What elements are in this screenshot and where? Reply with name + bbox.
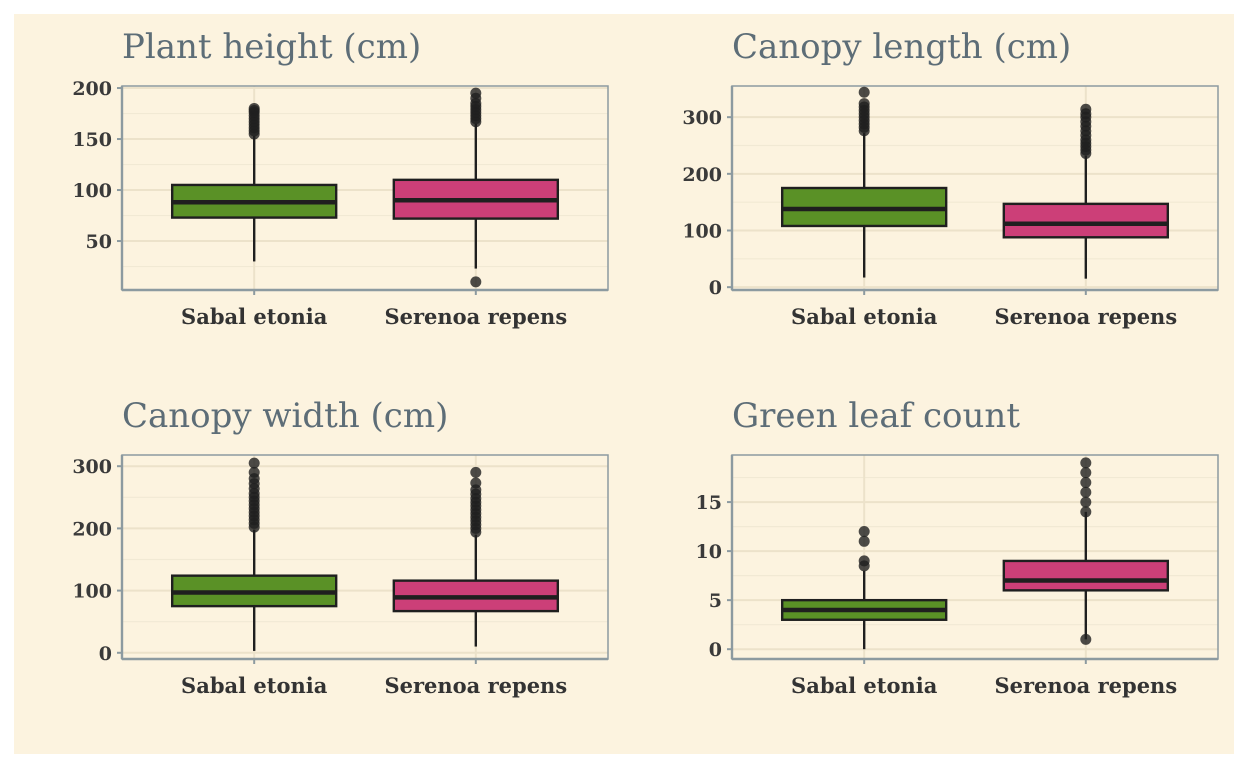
- outlier-point: [1080, 486, 1092, 498]
- y-tick-label: 50: [86, 231, 112, 253]
- panel-title: Canopy width (cm): [122, 396, 448, 436]
- figure: Plant height (cm) 50 100 150 200 Sabal etonia…: [14, 14, 1234, 754]
- panel-2: Canopy length (cm) 0 100 200 300 Sabal etonia…: [682, 27, 1219, 329]
- panel-title: Canopy length (cm): [732, 27, 1071, 67]
- box-serenoa-repens: [392, 87, 560, 288]
- box-sabal-etonia: [170, 457, 338, 651]
- y-tick-label: 100: [72, 180, 112, 202]
- box-serenoa-repens: [392, 466, 560, 647]
- x-category-label: Sabal etonia: [181, 304, 328, 329]
- x-category-label: Serenoa repens: [994, 673, 1177, 698]
- outlier-point: [248, 457, 260, 469]
- y-tick-label: 200: [72, 518, 112, 540]
- outlier-point: [1080, 467, 1092, 479]
- x-category-label: Sabal etonia: [791, 673, 938, 698]
- iqr-box: [1002, 202, 1170, 239]
- y-tick-label: 300: [682, 107, 722, 129]
- y-tick-label: 300: [72, 456, 112, 478]
- box-sabal-etonia: [170, 102, 338, 262]
- outlier-point: [1080, 633, 1092, 645]
- x-category-label: Serenoa repens: [384, 304, 567, 329]
- outlier-point: [1080, 457, 1092, 469]
- box-serenoa-repens: [1002, 103, 1170, 279]
- outlier-point: [470, 466, 482, 478]
- outlier-point: [858, 98, 870, 110]
- box-serenoa-repens: [1002, 457, 1170, 645]
- y-tick-label: 10: [696, 541, 722, 563]
- outlier-point: [1080, 103, 1092, 115]
- outlier-point: [858, 555, 870, 567]
- y-tick-label: 100: [682, 221, 722, 243]
- y-tick-label: 5: [709, 590, 722, 612]
- outlier-point: [858, 86, 870, 98]
- panel-title: Plant height (cm): [122, 27, 421, 67]
- outlier-point: [248, 102, 260, 114]
- y-tick-label: 0: [709, 277, 722, 299]
- outlier-point: [1080, 506, 1092, 518]
- panel-title: Green leaf count: [732, 396, 1020, 436]
- x-category-label: Sabal etonia: [181, 673, 328, 698]
- outlier-point: [858, 535, 870, 547]
- outlier-point: [858, 526, 870, 537]
- outlier-point: [1080, 496, 1092, 508]
- outlier-point: [1080, 476, 1092, 488]
- y-tick-label: 150: [72, 129, 112, 151]
- y-tick-label: 100: [72, 581, 112, 603]
- y-tick-label: 200: [682, 164, 722, 186]
- y-tick-label: 200: [72, 78, 112, 100]
- x-category-label: Sabal etonia: [791, 304, 938, 329]
- panel-4: Green leaf count 0 5 10 15 Sabal etonia Sereno…: [696, 396, 1219, 698]
- x-category-label: Serenoa repens: [994, 304, 1177, 329]
- box-sabal-etonia: [780, 526, 948, 650]
- iqr-box: [1002, 559, 1170, 592]
- panel-border: [731, 454, 1219, 660]
- outlier-point: [248, 466, 260, 478]
- panel-3: Canopy width (cm) 0 100 200 300 Sabal etonia S…: [72, 396, 609, 698]
- box-sabal-etonia: [780, 86, 948, 278]
- x-category-label: Serenoa repens: [384, 673, 567, 698]
- y-tick-label: 0: [99, 643, 112, 665]
- y-tick-label: 15: [696, 492, 722, 514]
- panel-1: Plant height (cm) 50 100 150 200 Sabal etonia…: [72, 27, 609, 329]
- outlier-point: [470, 477, 482, 489]
- outlier-point: [470, 87, 482, 99]
- panel-border: [121, 454, 609, 660]
- y-tick-label: 0: [709, 639, 722, 661]
- outlier-point: [470, 276, 482, 288]
